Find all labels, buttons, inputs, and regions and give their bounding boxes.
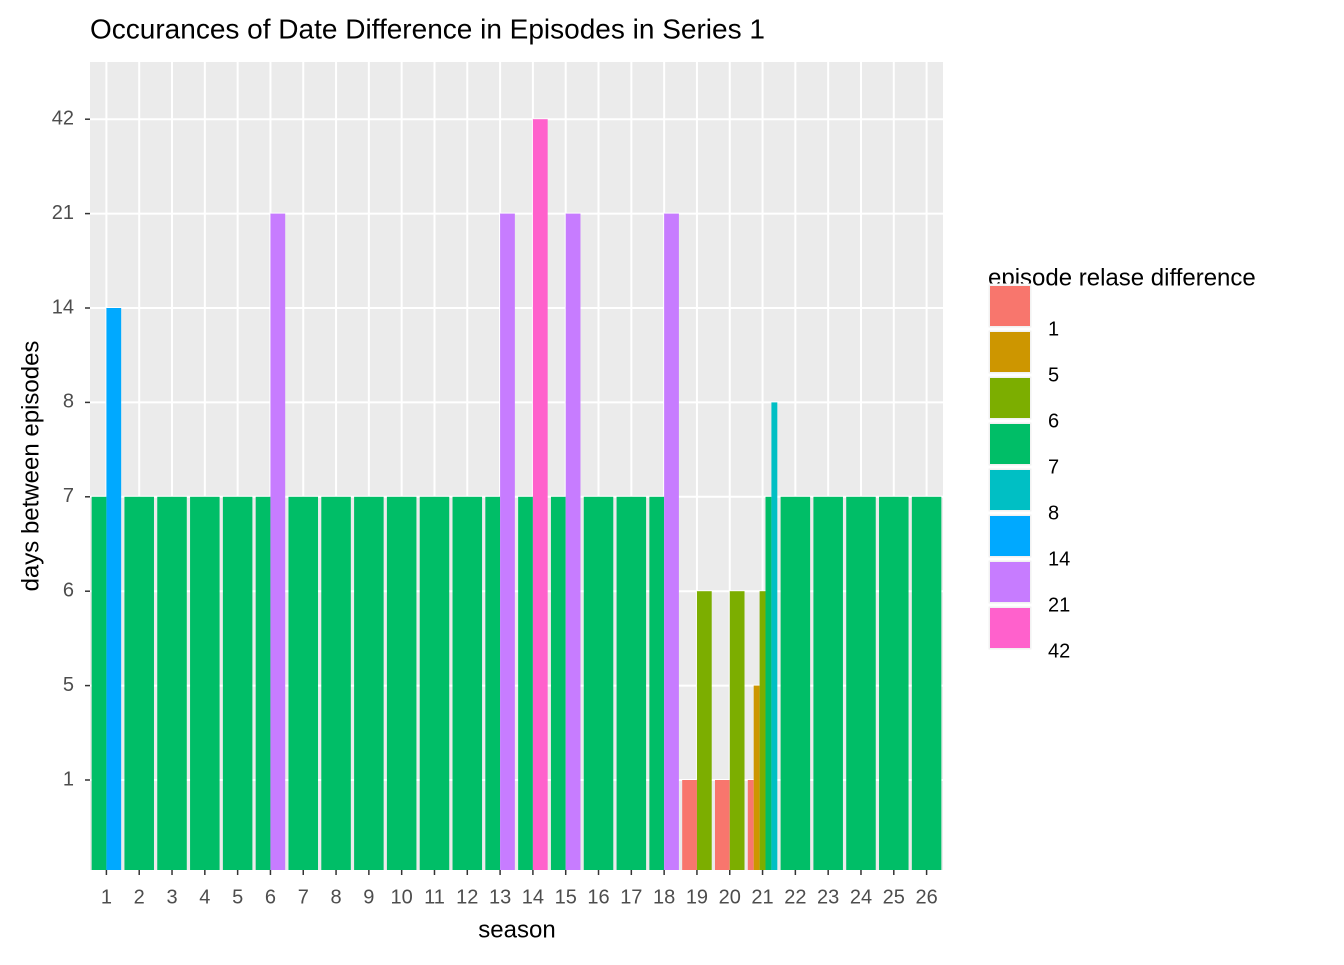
bar xyxy=(696,591,712,870)
legend-swatch xyxy=(990,378,1030,418)
x-tick-label: 6 xyxy=(265,886,276,908)
bar xyxy=(879,496,909,870)
y-tick-label: 1 xyxy=(63,768,74,790)
legend-label: 6 xyxy=(1048,410,1059,432)
bar xyxy=(616,496,647,870)
y-tick-label: 42 xyxy=(52,107,74,129)
x-tick-label: 24 xyxy=(850,886,872,908)
bar xyxy=(321,496,351,870)
y-tick-label: 14 xyxy=(52,296,74,318)
legend-swatch xyxy=(990,470,1030,510)
y-tick-label: 7 xyxy=(63,485,74,507)
x-tick-label: 2 xyxy=(134,886,145,908)
bar xyxy=(780,496,811,870)
legend-swatch xyxy=(990,608,1030,648)
bar xyxy=(288,496,319,870)
x-tick-label: 20 xyxy=(719,886,741,908)
bar xyxy=(124,496,154,870)
x-tick-label: 11 xyxy=(424,886,445,908)
x-tick-label: 16 xyxy=(587,886,609,908)
x-axis-title: season xyxy=(478,916,555,943)
bar xyxy=(714,780,730,870)
bar xyxy=(354,496,384,870)
bar xyxy=(649,496,665,870)
legend-swatch xyxy=(990,516,1030,556)
bar xyxy=(765,496,772,870)
x-tick-label: 14 xyxy=(522,886,544,908)
bar xyxy=(532,119,548,870)
x-tick-label: 4 xyxy=(199,886,210,908)
legend-swatch xyxy=(990,424,1030,464)
legend-label: 8 xyxy=(1048,502,1059,524)
bar xyxy=(518,496,533,870)
x-tick-label: 9 xyxy=(363,886,374,908)
x-tick-label: 3 xyxy=(166,886,177,908)
y-tick-label: 6 xyxy=(63,579,74,601)
legend-swatch xyxy=(990,332,1030,372)
legend-title: episode relase difference xyxy=(988,264,1256,291)
x-tick-label: 1 xyxy=(101,886,112,908)
legend-label: 14 xyxy=(1048,548,1070,570)
bar xyxy=(846,496,876,870)
legend-label: 42 xyxy=(1048,640,1070,662)
legend-label: 1 xyxy=(1048,318,1059,340)
x-tick-label: 21 xyxy=(751,886,773,908)
bar xyxy=(190,496,220,870)
bar xyxy=(583,496,614,870)
bar xyxy=(682,780,697,870)
bar xyxy=(452,496,483,870)
y-tick-label: 21 xyxy=(52,202,74,224)
bar xyxy=(91,496,107,870)
x-tick-label: 5 xyxy=(232,886,243,908)
bar xyxy=(106,308,122,870)
legend-label: 7 xyxy=(1048,456,1059,478)
legend-swatch xyxy=(990,562,1030,602)
chart-title: Occurances of Date Difference in Episode… xyxy=(90,13,765,44)
bar xyxy=(157,496,187,870)
x-tick-label: 10 xyxy=(391,886,413,908)
bar xyxy=(729,591,745,870)
bar xyxy=(759,591,766,870)
x-tick-label: 26 xyxy=(915,886,937,908)
x-tick-label: 17 xyxy=(620,886,642,908)
y-tick-label: 8 xyxy=(63,391,74,413)
bar xyxy=(550,496,566,870)
x-tick-label: 12 xyxy=(456,886,478,908)
x-tick-label: 7 xyxy=(298,886,309,908)
bar xyxy=(270,213,286,871)
x-tick-label: 25 xyxy=(883,886,905,908)
bar xyxy=(747,780,754,870)
x-tick-label: 15 xyxy=(555,886,577,908)
bar xyxy=(813,496,843,870)
legend-swatch xyxy=(990,286,1030,326)
bar xyxy=(565,213,581,871)
bar xyxy=(500,213,515,871)
x-tick-label: 8 xyxy=(330,886,341,908)
bar xyxy=(771,402,778,870)
x-tick-label: 22 xyxy=(784,886,806,908)
bar xyxy=(255,496,271,870)
legend-label: 5 xyxy=(1048,364,1059,386)
bar xyxy=(386,496,417,870)
x-tick-label: 13 xyxy=(489,886,511,908)
y-axis-title: days between episodes xyxy=(17,341,44,592)
bar xyxy=(664,213,679,871)
bar xyxy=(485,496,501,870)
bar xyxy=(753,685,760,870)
x-tick-label: 23 xyxy=(817,886,839,908)
y-tick-label: 5 xyxy=(63,674,74,696)
legend-label: 21 xyxy=(1048,594,1070,616)
bar xyxy=(419,496,450,870)
bar xyxy=(911,496,942,870)
x-tick-label: 19 xyxy=(686,886,708,908)
x-tick-label: 18 xyxy=(653,886,675,908)
bar xyxy=(222,496,253,870)
